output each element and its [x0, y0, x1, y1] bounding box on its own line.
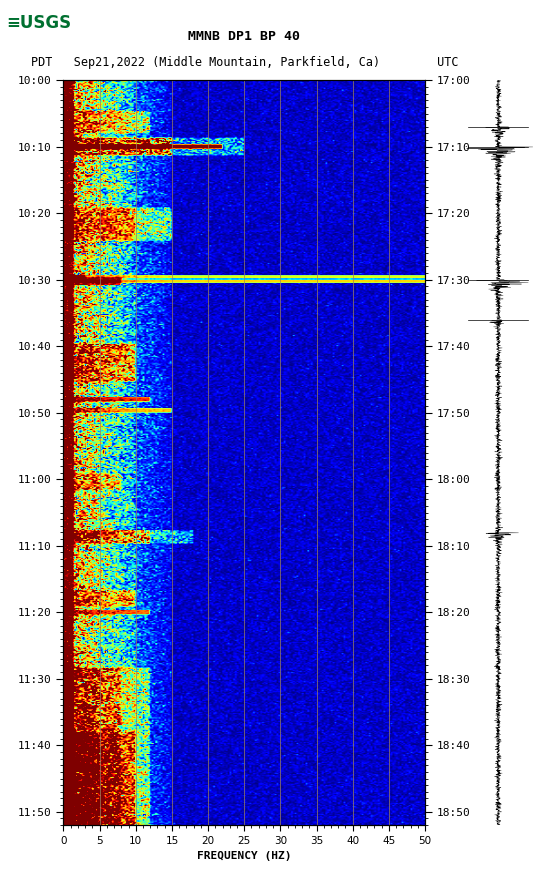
X-axis label: FREQUENCY (HZ): FREQUENCY (HZ) [197, 851, 291, 861]
Text: MMNB DP1 BP 40: MMNB DP1 BP 40 [188, 29, 300, 43]
Text: ≡USGS: ≡USGS [7, 14, 71, 32]
Text: PDT   Sep21,2022 (Middle Mountain, Parkfield, Ca)        UTC: PDT Sep21,2022 (Middle Mountain, Parkfie… [30, 55, 458, 69]
